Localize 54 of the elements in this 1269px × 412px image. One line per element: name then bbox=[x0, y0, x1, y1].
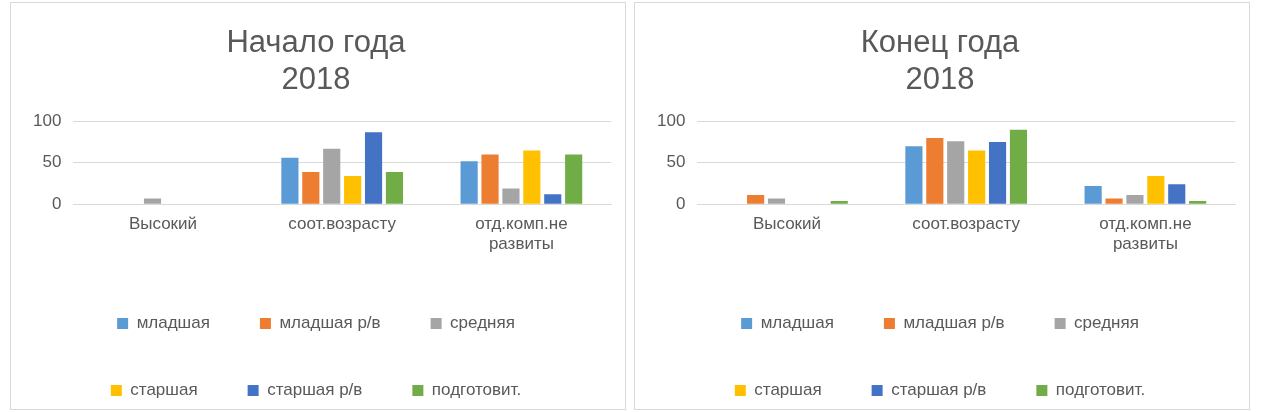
x-tick-label: Высокий bbox=[752, 214, 822, 234]
legend-label: средняя bbox=[1074, 313, 1139, 333]
bar bbox=[323, 148, 341, 204]
bar bbox=[1189, 200, 1207, 204]
y-tick-label: 100 bbox=[32, 111, 62, 131]
bar bbox=[988, 142, 1007, 204]
bar bbox=[926, 137, 944, 204]
bar bbox=[747, 195, 765, 204]
x-tick-label: Высокий bbox=[128, 214, 198, 234]
x-tick-label: отд.комп.не развиты bbox=[475, 214, 568, 254]
bar bbox=[1105, 198, 1123, 204]
bar bbox=[523, 150, 541, 204]
bar bbox=[1168, 184, 1186, 204]
bar bbox=[281, 157, 299, 204]
bar bbox=[460, 161, 478, 204]
bar bbox=[544, 194, 562, 204]
x-tick-label: соот.возрасту bbox=[912, 214, 1021, 234]
chart-title: Конец года 2018 bbox=[860, 24, 1021, 97]
legend-label: старшая bbox=[130, 380, 198, 400]
bar bbox=[968, 150, 986, 204]
x-tick-label: отд.комп.не развиты bbox=[1099, 214, 1192, 254]
bar bbox=[830, 200, 848, 204]
bar bbox=[502, 188, 520, 204]
bar bbox=[905, 146, 923, 204]
y-tick-label: 50 bbox=[42, 152, 62, 172]
y-tick-label: 100 bbox=[656, 111, 686, 131]
legend-label: младшая р/в bbox=[279, 313, 381, 333]
bar bbox=[344, 176, 362, 204]
chart-title: Начало года 2018 bbox=[226, 24, 407, 97]
y-tick-label: 0 bbox=[675, 193, 686, 213]
legend-label: старшая р/в bbox=[891, 380, 987, 400]
legend-label: старшая bbox=[754, 380, 822, 400]
bar bbox=[364, 132, 383, 204]
legend-label: младшая bbox=[760, 313, 834, 333]
x-tick-label: соот.возрасту bbox=[288, 214, 397, 234]
bar bbox=[565, 154, 583, 204]
legend-label: старшая р/в bbox=[267, 380, 363, 400]
y-tick-label: 50 bbox=[666, 152, 686, 172]
bar bbox=[1147, 176, 1165, 204]
bar bbox=[302, 171, 320, 204]
bar bbox=[385, 171, 404, 204]
bar bbox=[1126, 195, 1144, 204]
bar bbox=[767, 198, 786, 204]
bar bbox=[1084, 185, 1102, 204]
legend-label: подготовит. bbox=[431, 380, 522, 400]
legend-label: младшая р/в bbox=[903, 313, 1005, 333]
legend-label: средняя bbox=[450, 313, 515, 333]
bar bbox=[143, 198, 162, 204]
legend-label: подготовит. bbox=[1055, 380, 1146, 400]
legend-label: младшая bbox=[136, 313, 210, 333]
bar bbox=[481, 154, 499, 204]
y-tick-label: 0 bbox=[51, 193, 62, 213]
bar bbox=[1009, 129, 1028, 204]
bar bbox=[947, 141, 965, 204]
